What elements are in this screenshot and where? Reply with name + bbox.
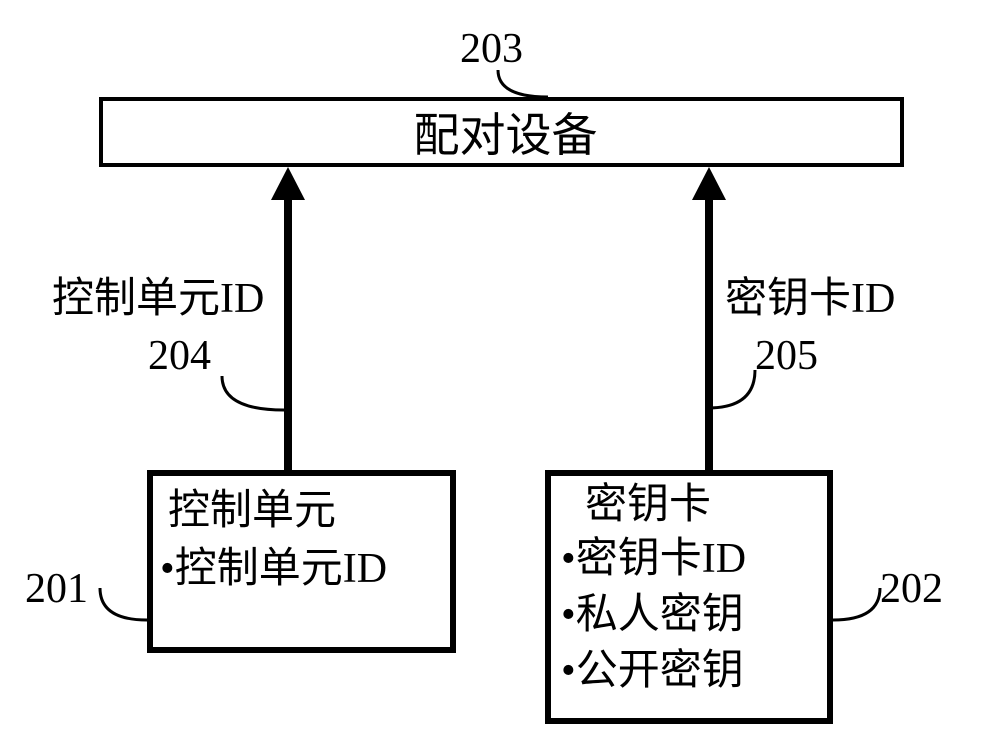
box-202-title: 密钥卡 (585, 484, 711, 526)
arrow-204-shaft (284, 200, 292, 470)
arrow-204-edge-label: 控制单元ID (52, 278, 264, 320)
ref-label-201: 201 (25, 568, 88, 610)
bullet-item: •控制单元ID (160, 548, 387, 590)
ref-label-203: 203 (460, 28, 523, 70)
arrow-204-head (271, 167, 305, 200)
box-203-title: 配对设备 (103, 101, 908, 171)
arrow-205-shaft (705, 200, 713, 470)
ref-label-202: 202 (880, 568, 943, 610)
bullet-item: •密钥卡ID (561, 538, 746, 580)
curve-201 (95, 583, 152, 625)
arrow-205-edge-label: 密钥卡ID (725, 278, 895, 320)
ref-label-204: 204 (148, 335, 211, 377)
arrow-205-head (692, 167, 726, 200)
ref-label-205: 205 (755, 335, 818, 377)
box-pairing-device: 配对设备 (99, 97, 904, 167)
box-201-title: 控制单元 (168, 490, 336, 532)
curve-204 (217, 371, 289, 415)
curve-202 (828, 583, 885, 625)
bullet-item: •私人密钥 (561, 594, 744, 636)
diagram-canvas: 203 配对设备 控制单元ID 204 密钥卡ID 205 控制单元 •控制单元… (0, 0, 1000, 752)
curve-205 (703, 365, 760, 413)
bullet-item: •公开密钥 (561, 650, 744, 692)
